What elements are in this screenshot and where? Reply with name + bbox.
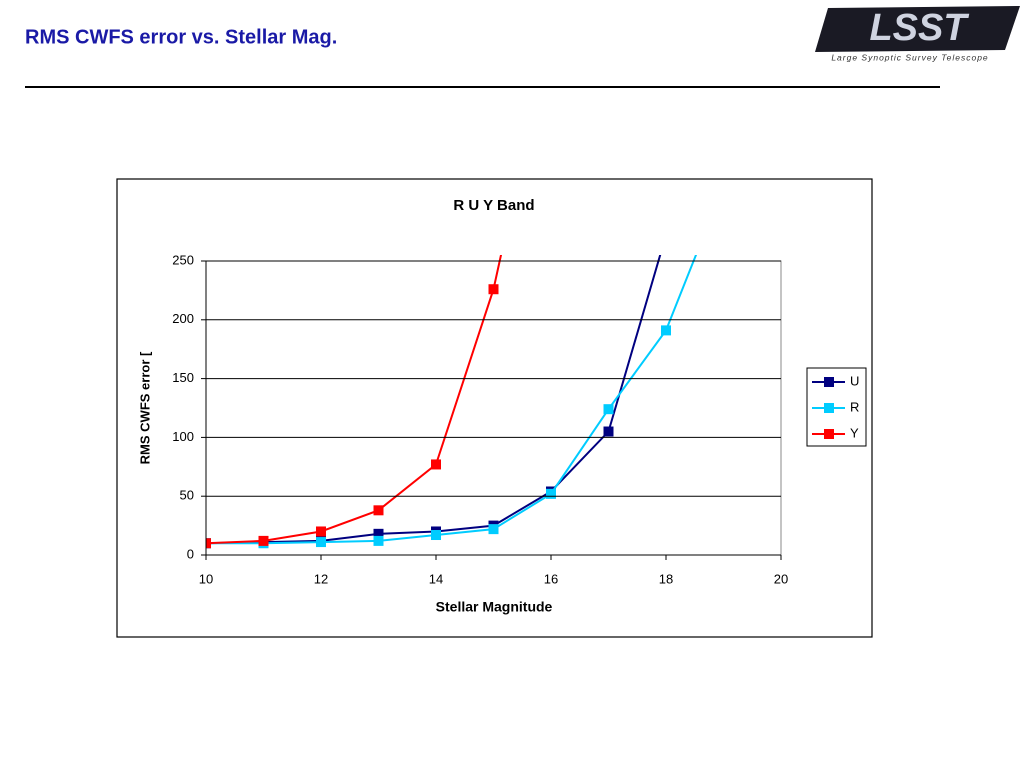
x-tick-label: 18 [659,571,673,586]
logo: LSST Large Synoptic Survey Telescope [815,6,1020,62]
data-point [546,22,556,32]
legend-marker [824,429,834,439]
data-point [431,459,441,470]
chart-title: R U Y Band [453,197,534,214]
series-line [206,255,698,545]
slide-title: RMS CWFS error vs. Stellar Mag. [25,26,337,48]
y-axis-title: RMS CWFS error [ [137,351,152,464]
data-point [373,535,384,546]
legend-label: U [850,373,859,388]
data-point [488,524,499,535]
data-point [206,538,211,549]
legend-label: Y [850,425,859,440]
data-point [373,505,384,516]
y-tick-label: 100 [172,429,194,444]
data-point [488,284,499,295]
data-point [661,325,671,336]
x-tick-label: 14 [429,571,443,586]
series-group [206,22,698,549]
data-point [258,535,269,546]
legend-marker [824,403,834,413]
data-point [603,426,614,437]
x-axis-title: Stellar Magnitude [436,599,553,615]
logo-subtitle: Large Synoptic Survey Telescope [831,52,988,62]
x-tick-label: 10 [199,571,213,586]
data-point [316,526,326,537]
y-tick-label: 150 [172,370,194,385]
y-tick-label: 50 [180,488,194,503]
data-point [546,488,556,499]
logo-text: LSST [869,7,969,49]
y-tick-label: 0 [187,546,194,561]
data-point [603,404,614,415]
legend-marker [824,377,834,387]
data-point [431,530,441,541]
y-tick-label: 200 [172,311,194,326]
chart-frame [116,178,873,638]
x-tick-label: 16 [544,571,558,586]
y-tick-label: 250 [172,252,194,267]
legend-label: R [850,399,859,414]
x-tick-label: 12 [314,571,328,586]
data-point [316,537,326,548]
data-point [373,528,384,539]
x-tick-label: 20 [774,571,788,586]
